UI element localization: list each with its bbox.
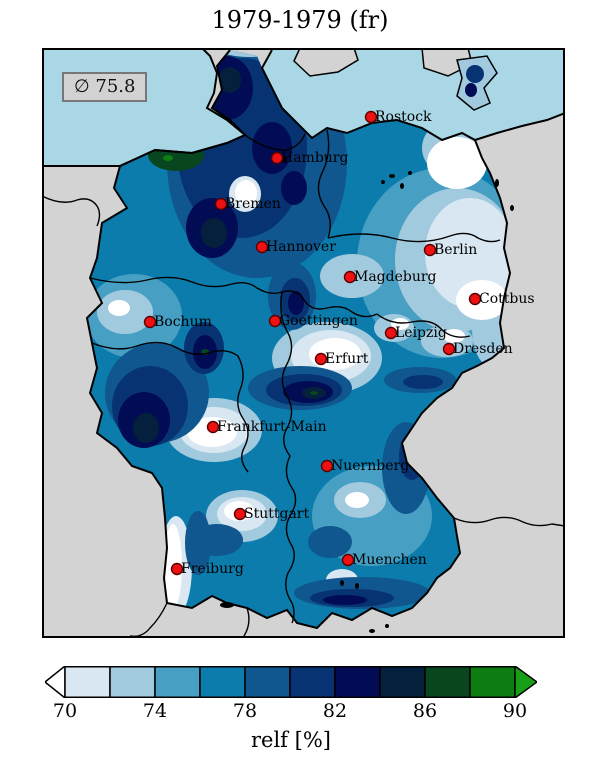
colorbar-ticks: 70 74 78 82 86 90 (45, 700, 537, 724)
city-label: Stuttgart (244, 506, 309, 522)
city-marker (233, 507, 247, 521)
colorbar-segment (199, 666, 246, 698)
city-label: Nuernberg (331, 458, 409, 474)
colorbar-tick: 86 (412, 700, 438, 722)
state-borders (89, 129, 501, 624)
city-marker (384, 326, 398, 340)
colorbar-segment (109, 666, 156, 698)
city-marker (255, 240, 269, 254)
city-marker (343, 270, 357, 284)
city-marker (442, 342, 456, 356)
city-marker (214, 197, 228, 211)
city-label: Rostock (375, 109, 432, 125)
colorbar-segment (469, 666, 516, 698)
city-label: Cottbus (479, 291, 535, 307)
colorbar-tick: 74 (142, 700, 168, 722)
colorbar-segment (334, 666, 381, 698)
baltic-islands (456, 55, 498, 111)
city-label: Goettingen (279, 313, 358, 329)
colorbar-segment (424, 666, 471, 698)
colorbar-tick: 70 (52, 700, 78, 722)
colorbar-segment (244, 666, 291, 698)
city-label: Dresden (453, 341, 513, 357)
city-label: Muenchen (352, 552, 427, 568)
city-label: Bremen (225, 196, 281, 212)
city-label: Freiburg (181, 561, 244, 577)
city-label: Erfurt (325, 351, 369, 367)
map-frame (42, 48, 565, 638)
germany-border (85, 49, 512, 630)
city-marker (364, 110, 378, 124)
colorbar-tick: 78 (232, 700, 258, 722)
city-label: Berlin (434, 242, 477, 258)
colorbar-segment (379, 666, 426, 698)
city-label: Leipzig (395, 325, 447, 341)
mean-value-badge: ∅ 75.8 (62, 72, 148, 102)
city-marker (423, 243, 437, 257)
city-marker (320, 459, 334, 473)
city-marker (206, 420, 220, 434)
city-marker (268, 314, 282, 328)
city-label: Bochum (154, 314, 212, 330)
lakes-and-islets (220, 157, 514, 633)
colorbar-segment (64, 666, 111, 698)
city-label: Hamburg (281, 150, 349, 166)
city-label: Magdeburg (354, 269, 437, 285)
city-label: Frankfurt-Main (217, 419, 327, 435)
germany-contour-map: Rostock Hamburg Bremen Hannover Berlin Magdeb… (42, 48, 565, 638)
city-marker (314, 352, 328, 366)
colorbar-over-arrow (514, 664, 539, 700)
map-panel: Rostock Hamburg Bremen Hannover Berlin Magdeb… (42, 48, 565, 638)
colorbar-label: relf [%] (251, 728, 331, 752)
figure-title: 1979-1979 (fr) (211, 6, 389, 34)
colorbar-svg (43, 664, 539, 700)
colorbar (43, 664, 539, 700)
city-marker (341, 553, 355, 567)
colorbar-under-arrow (43, 664, 66, 700)
colorbar-tick: 90 (502, 700, 528, 722)
colorbar-tick: 82 (322, 700, 348, 722)
city-marker (270, 151, 284, 165)
city-marker (468, 292, 482, 306)
colorbar-segment (289, 666, 336, 698)
city-label: Hannover (266, 239, 336, 255)
city-marker (143, 315, 157, 329)
city-layer: Rostock Hamburg Bremen Hannover Berlin Magdeb… (143, 109, 535, 577)
city-marker (170, 562, 184, 576)
colorbar-segment (154, 666, 201, 698)
